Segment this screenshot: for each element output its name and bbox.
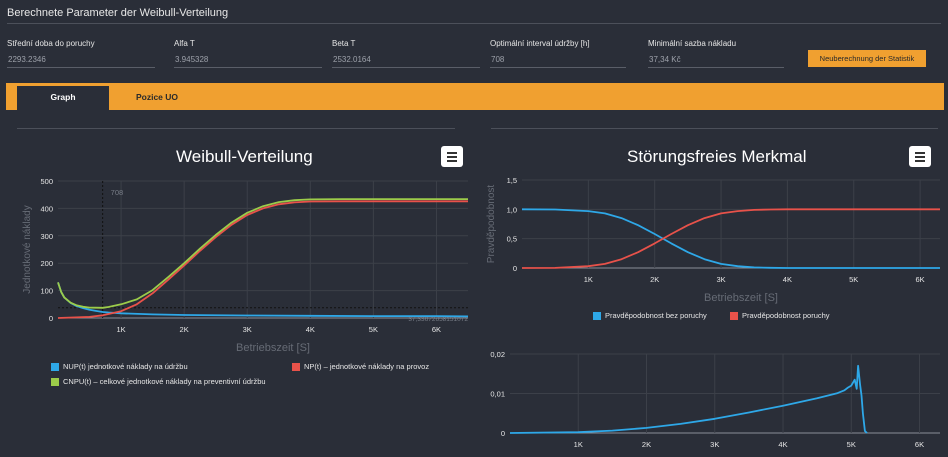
x-tick-label: 4K [783,275,792,284]
y-tick-label: 0,01 [490,390,505,399]
y-tick-label: 500 [40,177,53,186]
weibull-menu-button[interactable] [441,146,463,167]
mttf-label: Střední doba do poruchy [7,39,95,48]
series-line-1-0 [521,208,940,269]
left-panel-divider [17,128,455,129]
x-tick-label: 1K [574,440,583,449]
x-axis-title: Betriebszeit [S] [704,292,778,304]
weibull-chart-title: Weibull-Verteilung [176,147,313,166]
mttf-field[interactable]: 2293.2346 [7,54,155,68]
legend-np-swatch [292,362,300,371]
reliability-chart: 0 0,5 1,0 1,5 1K 2K 3K 4K 5K 6K Betriebszeit [S] Pr… [486,176,940,304]
legend-cnpu-label: CNPU(t) – celkové jednotkové náklady na … [63,377,266,386]
legend-nup-label: NUP(t) jednotkové náklady na údržbu [63,362,188,371]
x-tick-label: 2K [180,325,189,334]
x-axis-title: Betriebszeit [S] [236,342,310,354]
x-tick-label: 3K [243,325,252,334]
legend-nup[interactable]: NUP(t) jednotkové náklady na údržbu [51,362,188,371]
x-tick-label: 2K [650,275,659,284]
y-tick-label: 1,5 [507,176,517,185]
x-tick-label: 2K [642,440,651,449]
tab-pozice-uo[interactable]: Pozice UO [135,92,179,102]
series-line-0-1 [57,200,468,319]
x-tick-label: 3K [710,440,719,449]
series-line-2-0 [509,364,868,434]
section-title: Berechnete Parameter der Weibull-Verteil… [7,7,229,19]
series-line-1-1 [521,208,940,269]
x-tick-label: 1K [584,275,593,284]
legend-cnpu[interactable]: CNPU(t) – celkové jednotkové náklady na … [51,377,266,386]
legend-reliability[interactable]: Pravděpodobnost bez poruchy [593,311,707,320]
x-tick-label: 1K [116,325,125,334]
y-tick-label: 200 [40,259,53,268]
y-tick-label: 0 [49,314,53,323]
cost-rate-label: Minimální sazba nákladu [648,39,737,48]
legend-np[interactable]: NP(t) – jednotkové náklady na provoz [292,362,429,371]
reliability-chart-title: Störungsfreies Merkmal [627,147,807,166]
tab-bar [6,83,944,110]
x-tick-label: 6K [915,440,924,449]
legend-nup-swatch [51,362,59,371]
y-tick-label: 0,02 [490,350,505,359]
section-divider [7,23,941,24]
alfa-field[interactable]: 3.945328 [174,54,322,68]
legend-failure[interactable]: Pravděpodobnost poruchy [730,311,830,320]
legend-cnpu-swatch [51,377,59,386]
x-tick-label: 6K [916,275,925,284]
x-tick-label: 4K [778,440,787,449]
series-line-0-2 [57,198,468,309]
beta-label: Beta T [332,39,356,48]
recalculate-button[interactable]: Neuberechnung der Statistik [808,50,926,67]
interval-field[interactable]: 708 [490,54,626,68]
beta-field[interactable]: 2532.0164 [332,54,480,68]
legend-reliability-swatch [593,311,601,320]
y-axis-title: Pravděpodobnost [486,185,497,264]
legend-failure-label: Pravděpodobnost poruchy [742,311,830,320]
y-tick-label: 0 [501,429,505,438]
reliability-menu-button[interactable] [909,146,931,167]
legend-reliability-label: Pravděpodobnost bez poruchy [605,311,707,320]
interval-label: Optimální interval údržby [h] [490,39,590,48]
density-chart: 0 0,01 0,02 1K 2K 3K 4K 5K 6K [490,350,940,449]
weibull-chart: 0 100 200 300 400 500 1K 2K 3K 4K 5K 6K Betriebszeit… [22,177,468,354]
right-panel-divider [491,128,938,129]
y-tick-label: 100 [40,287,53,296]
y-tick-label: 1,0 [507,205,517,214]
x-tick-label: 5K [369,325,378,334]
x-tick-label: 3K [716,275,725,284]
y-tick-label: 0 [513,264,517,273]
y-tick-label: 300 [40,232,53,241]
tab-graph[interactable]: Graph [17,86,109,110]
x-tick-label: 4K [306,325,315,334]
y-tick-label: 0,5 [507,235,517,244]
x-tick-label: 5K [847,440,856,449]
y-axis-title: Jednotkové náklady [22,205,33,293]
y-tick-label: 400 [40,204,53,213]
optimal-interval-label: 708 [111,188,124,197]
cost-rate-field[interactable]: 37,34 Kč [648,54,784,68]
legend-np-label: NP(t) – jednotkové náklady na provoz [304,362,430,371]
minimum-cost-label: 37,33672658151072 [408,316,468,323]
alfa-label: Alfa T [174,39,195,48]
x-tick-label: 6K [432,325,441,334]
x-tick-label: 5K [849,275,858,284]
legend-failure-swatch [730,311,738,320]
